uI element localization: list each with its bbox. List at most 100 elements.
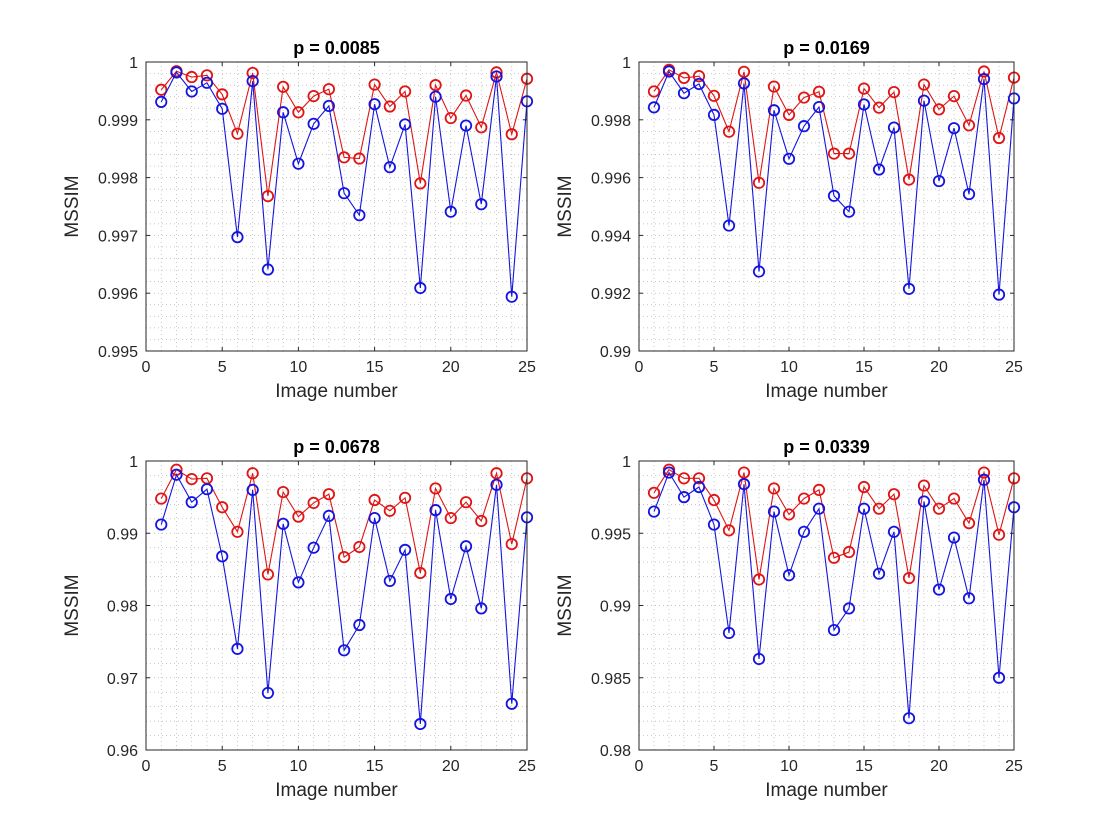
series-line <box>653 69 1015 183</box>
data-point <box>752 573 766 586</box>
data-point <box>261 686 275 700</box>
data-point <box>338 187 351 200</box>
grid <box>639 461 1014 750</box>
x-tick-label: 0 <box>635 758 644 775</box>
data-point <box>722 219 736 232</box>
data-point <box>812 100 826 114</box>
data-point <box>797 120 811 133</box>
data-point <box>977 65 991 78</box>
data-point <box>307 90 320 103</box>
data-point <box>872 567 886 580</box>
data-point <box>200 76 214 89</box>
data-point <box>368 98 381 111</box>
data-point <box>292 106 305 119</box>
data-point <box>155 518 168 531</box>
y-tick-label: 0.98 <box>600 743 631 760</box>
y-tick-label: 1 <box>129 454 138 471</box>
subplot-title: p = 0.0678 <box>293 437 380 457</box>
data-point <box>398 491 412 504</box>
data-point <box>414 281 427 295</box>
data-point <box>752 265 766 278</box>
data-point <box>677 87 691 100</box>
x-tick-label: 15 <box>855 758 873 775</box>
data-point <box>842 545 856 559</box>
data-point <box>887 85 901 99</box>
data-point <box>692 472 706 485</box>
axes-frame <box>145 61 528 352</box>
data-point <box>216 88 229 101</box>
x-tick-label: 15 <box>855 359 873 376</box>
data-point <box>185 70 198 84</box>
x-tick-label: 5 <box>218 758 227 775</box>
data-point <box>782 152 796 165</box>
data-point <box>977 72 991 86</box>
x-tick-label: 10 <box>290 758 308 775</box>
data-point <box>353 209 366 222</box>
data-point <box>707 493 721 507</box>
data-point <box>902 173 916 186</box>
data-point <box>977 466 991 479</box>
data-point <box>414 177 427 190</box>
data-point <box>887 488 901 501</box>
y-tick-label: 0.995 <box>98 344 138 361</box>
data-point <box>842 602 856 615</box>
data-point <box>797 492 811 505</box>
data-point <box>962 517 976 530</box>
x-axis-label: Image number <box>275 780 398 801</box>
data-point <box>662 466 676 479</box>
data-point <box>277 517 290 530</box>
data-point <box>692 77 706 91</box>
data-point <box>414 717 427 731</box>
data-point <box>857 502 871 515</box>
series-line <box>160 468 528 575</box>
y-axis-label: MSSIM <box>62 574 83 636</box>
x-tick-label: 25 <box>1005 758 1023 775</box>
x-tick-label: 25 <box>1005 359 1023 376</box>
x-tick-label: 25 <box>518 359 536 376</box>
data-point <box>398 85 412 98</box>
x-tick-label: 0 <box>635 359 644 376</box>
series-line <box>160 71 528 297</box>
data-point <box>475 198 488 211</box>
axes-frame <box>638 61 1015 352</box>
data-point <box>261 263 275 276</box>
series-line <box>160 473 528 725</box>
data-point <box>368 511 381 525</box>
x-tick-label: 5 <box>710 758 719 775</box>
data-point <box>722 125 736 138</box>
data-point <box>962 119 976 132</box>
data-point <box>368 493 381 507</box>
data-point <box>398 543 412 556</box>
y-tick-label: 0.985 <box>591 671 631 688</box>
data-point <box>677 472 691 485</box>
data-point <box>490 467 503 480</box>
data-point <box>383 504 396 517</box>
data-point <box>887 525 901 538</box>
x-tick-label: 15 <box>366 758 384 775</box>
data-point <box>812 502 826 515</box>
data-point <box>902 282 916 295</box>
data-point <box>917 495 931 508</box>
x-tick-label: 5 <box>710 359 719 376</box>
data-point <box>429 79 442 92</box>
data-point <box>429 90 442 103</box>
y-tick-label: 0.995 <box>591 526 631 543</box>
x-axis-label: Image number <box>765 780 888 801</box>
data-point <box>338 151 351 164</box>
data-point <box>383 161 396 174</box>
data-point <box>752 652 766 666</box>
y-tick-label: 0.99 <box>600 344 631 361</box>
y-tick-label: 0.994 <box>591 228 631 245</box>
data-point <box>782 108 796 121</box>
data-point <box>444 111 457 125</box>
y-tick-label: 0.97 <box>107 671 138 688</box>
x-tick-label: 10 <box>780 359 798 376</box>
data-point <box>246 74 259 88</box>
data-point <box>812 483 826 496</box>
data-point <box>902 571 916 585</box>
data-point <box>292 510 305 523</box>
data-point <box>722 626 736 640</box>
x-tick-label: 15 <box>366 359 384 376</box>
y-tick-label: 0.99 <box>600 599 631 616</box>
data-point <box>797 525 811 538</box>
